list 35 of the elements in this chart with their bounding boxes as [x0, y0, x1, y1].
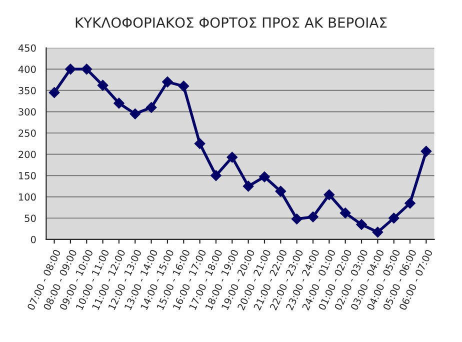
point — [291, 214, 302, 224]
point — [97, 80, 108, 91]
point — [242, 180, 254, 192]
y-tick-label: 0 — [30, 236, 36, 244]
point — [324, 189, 335, 200]
y-tick-label: 450 — [18, 44, 36, 52]
point — [226, 152, 238, 163]
point — [275, 186, 286, 197]
point — [114, 98, 124, 109]
point — [356, 219, 367, 230]
chart-title: ΚΥΚΛΟΦΟΡΙΑΚΟΣ ΦΟΡΤΟΣ ΠΡΟΣ ΑΚ ΒΕΡΟΙΑΣ — [76, 17, 387, 28]
y-tick-label: 150 — [18, 172, 36, 180]
y-tick-label: 200 — [18, 150, 36, 158]
point — [372, 226, 384, 238]
point — [340, 208, 351, 218]
y-tick-label: 50 — [24, 214, 36, 222]
point — [194, 138, 206, 150]
point — [178, 80, 190, 92]
point — [81, 64, 92, 75]
point — [162, 76, 173, 88]
point — [130, 108, 141, 120]
point — [48, 87, 60, 98]
point — [259, 171, 270, 182]
y-tick-label: 100 — [18, 193, 36, 201]
y-tick-label: 350 — [18, 86, 36, 94]
point — [65, 64, 76, 75]
point — [404, 198, 416, 209]
y-tick-label: 250 — [18, 129, 36, 137]
point — [308, 211, 318, 222]
y-tick-label: 300 — [18, 108, 36, 116]
point — [146, 102, 157, 113]
point — [420, 146, 432, 157]
point — [210, 170, 222, 181]
y-tick-label: 400 — [18, 66, 36, 73]
point — [388, 212, 400, 224]
